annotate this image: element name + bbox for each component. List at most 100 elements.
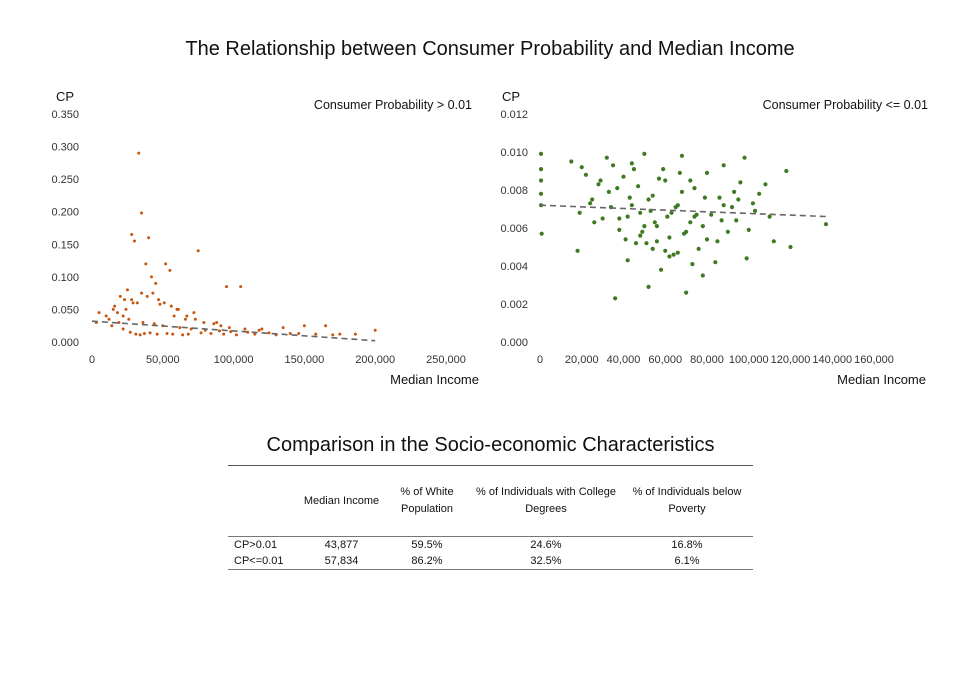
- data-point: [638, 233, 643, 238]
- data-point: [212, 322, 216, 326]
- table-row: CP>0.01 43,877 59.5% 24.6% 16.8%: [228, 536, 753, 553]
- data-point: [646, 197, 651, 202]
- data-point: [267, 331, 271, 335]
- data-point: [281, 326, 285, 330]
- data-point: [715, 239, 720, 244]
- x-axis-label: Median Income: [837, 372, 926, 387]
- data-point: [665, 214, 670, 219]
- data-point: [640, 229, 645, 234]
- data-point: [654, 239, 659, 244]
- data-point: [688, 220, 693, 225]
- table-header-cell: Median Income: [303, 494, 380, 507]
- data-point: [199, 331, 203, 335]
- data-point: [193, 317, 197, 321]
- data-point: [302, 324, 306, 328]
- y-axis-label: CP: [56, 89, 74, 104]
- data-point: [736, 197, 741, 202]
- x-tick-label: 60,000: [648, 354, 682, 366]
- x-tick-label: 100,000: [729, 354, 769, 366]
- x-tick-label: 20,000: [565, 354, 599, 366]
- data-point: [239, 285, 243, 289]
- data-point: [234, 333, 238, 337]
- data-point: [734, 218, 739, 223]
- data-point: [704, 170, 710, 175]
- y-tick-label: 0.200: [51, 207, 79, 219]
- data-point: [324, 324, 328, 328]
- x-tick-label: 140,000: [812, 354, 852, 366]
- x-tick-label: 160,000: [854, 354, 894, 366]
- data-point: [140, 211, 144, 215]
- data-point: [625, 258, 630, 263]
- table-cell: 43,877: [300, 536, 383, 553]
- data-point: [157, 298, 161, 302]
- y-tick-label: 0.350: [51, 109, 79, 121]
- data-point: [113, 304, 117, 308]
- data-point: [123, 298, 127, 302]
- data-point: [97, 311, 101, 315]
- data-point: [243, 327, 247, 331]
- data-point: [149, 275, 153, 279]
- table-header-row: Median Income % of White Population % of…: [228, 465, 753, 537]
- y-tick-label: 0.050: [51, 304, 79, 316]
- data-point: [702, 195, 708, 200]
- data-point: [583, 172, 589, 177]
- data-point: [288, 332, 292, 336]
- data-point: [746, 227, 751, 232]
- data-point: [185, 314, 189, 318]
- x-tick-label: 250,000: [426, 354, 466, 366]
- data-point: [225, 285, 229, 289]
- data-point: [732, 189, 737, 194]
- data-point: [604, 155, 609, 160]
- y-tick-label: 0.004: [500, 261, 528, 273]
- y-tick-label: 0.012: [500, 109, 528, 121]
- data-point: [621, 174, 626, 179]
- data-point: [186, 332, 190, 336]
- data-point: [111, 307, 115, 311]
- table-cell: 59.5%: [383, 536, 471, 553]
- x-tick-label: 120,000: [771, 354, 811, 366]
- data-point: [763, 182, 768, 187]
- data-point: [121, 327, 125, 331]
- data-point: [373, 328, 377, 332]
- data-point: [538, 151, 544, 156]
- data-point: [128, 330, 132, 334]
- data-point: [151, 291, 155, 295]
- data-point: [656, 176, 662, 181]
- data-point: [162, 301, 166, 305]
- data-point: [142, 332, 146, 336]
- data-point: [700, 273, 705, 278]
- data-point: [104, 314, 108, 318]
- table-cell: 32.5%: [471, 553, 621, 570]
- scatter-chart-low-cp: CP 0.000 0.002 0.004 0.006 0.008 0.010 0.012 0 20…: [500, 89, 928, 387]
- data-point: [229, 330, 233, 334]
- data-point: [750, 201, 756, 206]
- data-point: [314, 332, 318, 336]
- y-tick-label: 0.100: [51, 272, 79, 284]
- data-point: [579, 165, 584, 170]
- data-point: [688, 178, 693, 183]
- data-point: [130, 298, 134, 302]
- data-point: [744, 256, 749, 261]
- data-point: [575, 248, 580, 253]
- table-header-cell: [228, 466, 300, 537]
- data-point: [217, 329, 221, 333]
- data-point: [158, 302, 162, 306]
- data-point: [631, 167, 637, 172]
- data-point: [124, 307, 128, 311]
- data-point: [669, 210, 674, 215]
- table-title: Comparison in the Socio-economic Charact…: [266, 434, 715, 456]
- data-point: [169, 304, 173, 308]
- data-point: [183, 317, 187, 321]
- data-point: [617, 216, 622, 221]
- x-tick-label: 0: [89, 354, 95, 366]
- x-tick-label: 150,000: [285, 354, 325, 366]
- data-point: [696, 246, 701, 251]
- data-point: [127, 317, 131, 321]
- data-point: [721, 203, 726, 208]
- data-point: [253, 332, 257, 336]
- data-point: [117, 320, 121, 324]
- data-point: [172, 314, 176, 318]
- data-point: [138, 333, 142, 337]
- x-axis-label: Median Income: [390, 372, 479, 387]
- data-point: [623, 237, 628, 242]
